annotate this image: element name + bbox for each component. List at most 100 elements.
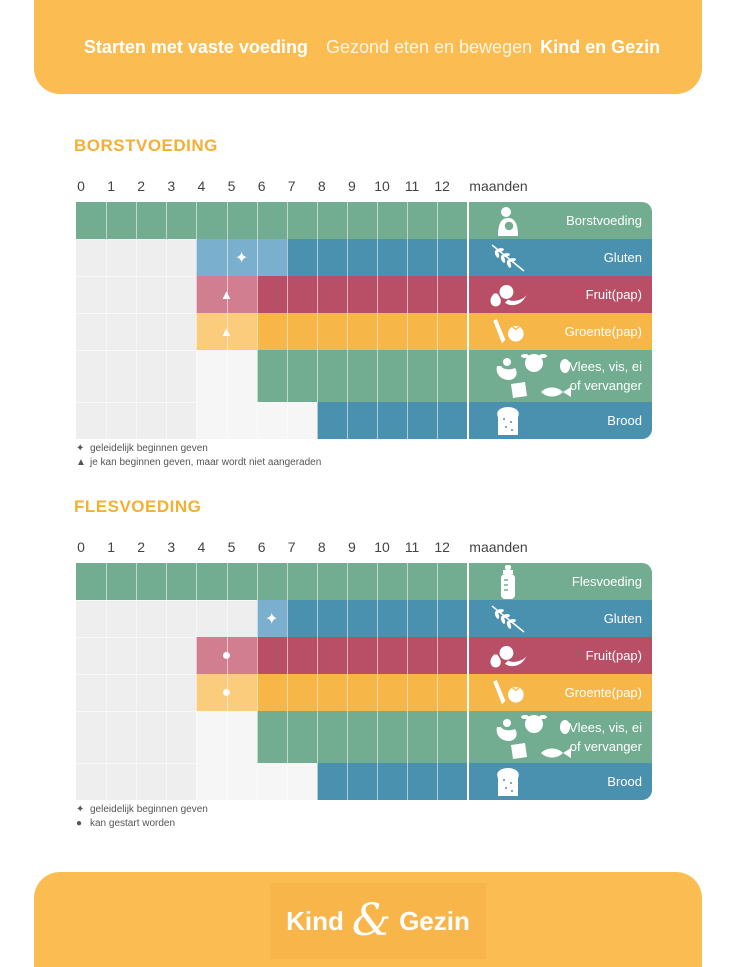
month-gridline bbox=[316, 202, 318, 439]
month-gridline bbox=[467, 563, 470, 800]
row-label-text: Brood bbox=[607, 774, 642, 789]
month-tick-label: 6 bbox=[257, 178, 266, 194]
month-gridline bbox=[256, 563, 258, 800]
recommended-cell bbox=[256, 711, 652, 763]
recommended-cell bbox=[316, 763, 652, 800]
month-gridline bbox=[467, 202, 470, 439]
legend-text: geleidelijk beginnen geven bbox=[90, 804, 208, 815]
row-label: Groente(pap) bbox=[565, 313, 642, 350]
month-unit-label: maanden bbox=[469, 539, 528, 555]
month-tick-label: 5 bbox=[227, 178, 236, 194]
month-gridline bbox=[226, 563, 228, 800]
month-tick-label: 8 bbox=[317, 539, 326, 555]
logo-text-gezin: Gezin bbox=[399, 905, 470, 936]
start-marker: ● bbox=[196, 674, 256, 711]
row-label-text: Groente(pap) bbox=[564, 685, 642, 700]
row-label: Groente(pap) bbox=[565, 674, 642, 711]
month-gridline bbox=[377, 202, 378, 439]
month-gridline bbox=[377, 563, 378, 800]
recommended-cell bbox=[256, 313, 652, 350]
month-gridline bbox=[106, 563, 108, 800]
legend-text: geleidelijk beginnen geven bbox=[90, 443, 208, 454]
optional-start-cell bbox=[196, 674, 257, 711]
recommended-cell bbox=[256, 350, 652, 402]
legend-symbol: ● bbox=[76, 818, 83, 829]
month-gridline bbox=[407, 202, 409, 439]
month-axis: 0 1 2 3 4 5 6 7 8 9 10 11 12 maanden bbox=[76, 178, 556, 198]
optional-start-cell bbox=[196, 313, 257, 350]
empty-cell bbox=[196, 402, 317, 439]
empty-cell bbox=[196, 350, 257, 402]
row-label-text: Fruit(pap) bbox=[585, 287, 642, 302]
month-tick-label: 7 bbox=[287, 178, 296, 194]
breastfeeding-icon bbox=[488, 202, 528, 239]
vegetable-icon bbox=[488, 674, 528, 711]
bread-icon bbox=[488, 402, 528, 439]
row-label-text: Gluten bbox=[603, 250, 642, 265]
chart-legend: ✦ geleidelijk beginnen geven ▲ je kan begin… bbox=[76, 442, 321, 470]
row-label: Borstvoeding bbox=[566, 202, 642, 239]
month-gridline bbox=[136, 563, 138, 800]
header-title: Starten met vaste voeding bbox=[83, 36, 308, 57]
start-marker: ▲ bbox=[196, 313, 256, 350]
month-gridline bbox=[437, 563, 439, 800]
wheat-icon bbox=[488, 600, 528, 637]
month-tick-label: 3 bbox=[167, 539, 176, 555]
month-gridline bbox=[346, 202, 348, 439]
month-tick-label: 9 bbox=[347, 178, 356, 194]
optional-start-cell bbox=[196, 637, 257, 674]
legend-item: ▲ je kan beginnen geven, maar wordt niet … bbox=[76, 456, 321, 470]
legend-text: kan gestart worden bbox=[90, 818, 176, 829]
month-tick-label: 0 bbox=[77, 178, 85, 194]
recommended-cell bbox=[76, 563, 652, 600]
month-tick-label: 8 bbox=[317, 178, 326, 194]
month-gridline bbox=[286, 202, 288, 439]
month-gridline bbox=[286, 563, 288, 800]
legend-item: ● kan gestart worden bbox=[76, 817, 208, 831]
legend-item: ✦ geleidelijk beginnen geven bbox=[76, 803, 208, 817]
row-label: Vlees, vis, ei of vervanger bbox=[569, 711, 642, 763]
month-tick-label: 1 bbox=[107, 178, 115, 194]
fruit-icon bbox=[488, 276, 528, 313]
month-tick-label: 4 bbox=[197, 539, 206, 555]
recommended-cell bbox=[256, 637, 652, 674]
row-label: Fruit(pap) bbox=[586, 276, 642, 313]
bread-icon bbox=[488, 763, 528, 800]
month-gridline bbox=[316, 563, 318, 800]
recommended-cell bbox=[286, 239, 652, 276]
month-unit-label: maanden bbox=[469, 178, 528, 194]
vegetable-icon bbox=[488, 313, 528, 350]
start-marker: ✦ bbox=[234, 249, 249, 267]
month-gridline bbox=[136, 202, 138, 439]
month-tick-label: 6 bbox=[257, 539, 266, 555]
row-label-text: Brood bbox=[607, 413, 642, 428]
row-label: Fruit(pap) bbox=[586, 637, 642, 674]
recommended-cell bbox=[256, 674, 652, 711]
empty-cell bbox=[196, 763, 317, 800]
month-gridline bbox=[166, 563, 168, 800]
feeding-chart: Flesvoeding ✦ Gluten ● Fruit(pap) ● Groente(pa… bbox=[76, 563, 652, 800]
legend-text: je kan beginnen geven, maar wordt niet a… bbox=[90, 457, 322, 468]
header-brand: Kind en Gezin bbox=[540, 36, 661, 57]
month-tick-label: 9 bbox=[347, 539, 356, 555]
meat-fish-egg-icon bbox=[488, 350, 578, 402]
row-label: Brood bbox=[607, 402, 642, 439]
month-gridline bbox=[256, 202, 258, 439]
row-label-text: Fruit(pap) bbox=[585, 648, 642, 663]
legend-item: ✦ geleidelijk beginnen geven bbox=[76, 442, 321, 456]
row-label-text: Flesvoeding bbox=[571, 574, 642, 589]
month-tick-label: 5 bbox=[227, 539, 236, 555]
row-label-text: Vlees, vis, ei of vervanger bbox=[569, 359, 642, 393]
month-tick-label: 4 bbox=[197, 178, 206, 194]
month-gridline bbox=[346, 563, 348, 800]
month-tick-label: 0 bbox=[77, 539, 85, 555]
row-label: Brood bbox=[607, 763, 642, 800]
row-label-text: Vlees, vis, ei of vervanger bbox=[569, 720, 642, 754]
start-marker: ✦ bbox=[264, 610, 279, 628]
month-tick-label: 3 bbox=[167, 178, 176, 194]
recommended-cell bbox=[286, 600, 652, 637]
legend-symbol: ✦ bbox=[76, 804, 85, 815]
feeding-chart: Borstvoeding ✦ Gluten ▲ Fruit(pap) ▲ Groente(p… bbox=[76, 202, 652, 439]
month-gridline bbox=[226, 202, 228, 439]
chart-legend: ✦ geleidelijk beginnen geven ● kan gestart … bbox=[76, 803, 208, 831]
